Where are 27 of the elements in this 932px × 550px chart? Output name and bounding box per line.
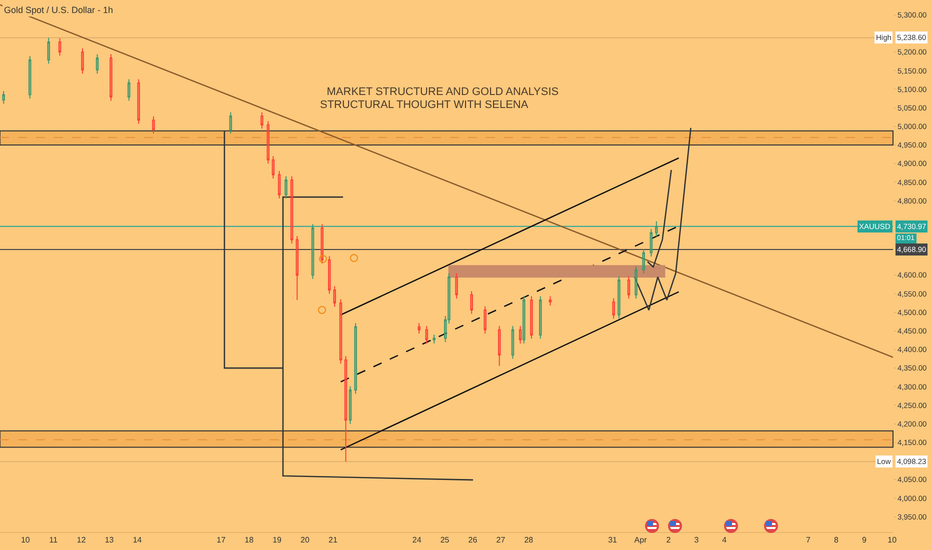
x-tick-label: 17 xyxy=(216,536,226,545)
x-tick-label: 27 xyxy=(496,536,506,545)
x-tick-label: Apr xyxy=(634,536,648,545)
annotation: Gold Spot / U.S. Dollar - 1h xyxy=(4,5,114,15)
text: MARKET STRUCTURE AND GOLD ANALYSIS xyxy=(326,86,559,98)
x-tick-label: 2 xyxy=(666,536,672,545)
x-tick-label: 20 xyxy=(300,536,310,545)
x-tick-label: 26 xyxy=(468,536,478,545)
x-tick-label: 18 xyxy=(244,536,254,545)
x-tick-label: 25 xyxy=(440,536,450,545)
x-tick-label: 7 xyxy=(806,536,812,545)
x-tick-label: 12 xyxy=(76,536,86,545)
x-tick-label: 9 xyxy=(862,536,867,545)
x-tick-label: 10 xyxy=(888,536,898,545)
x-tick-label: 10 xyxy=(20,536,30,545)
x-tick-label: 31 xyxy=(608,536,618,545)
x-tick-label: 24 xyxy=(412,536,422,545)
x-tick-label: 3 xyxy=(694,536,700,545)
text: STRUCTURAL THOUGHT WITH SELENA xyxy=(320,99,529,111)
x-tick-label: 21 xyxy=(328,536,338,545)
x-tick-label: 19 xyxy=(272,536,282,545)
x-tick-label: 13 xyxy=(104,536,114,545)
x-tick-label: 8 xyxy=(834,536,839,545)
x-tick-label: 4 xyxy=(722,536,728,545)
x-tick-label: 14 xyxy=(132,536,142,545)
x-tick-label: 28 xyxy=(524,536,534,545)
x-tick-label: 11 xyxy=(49,536,58,545)
